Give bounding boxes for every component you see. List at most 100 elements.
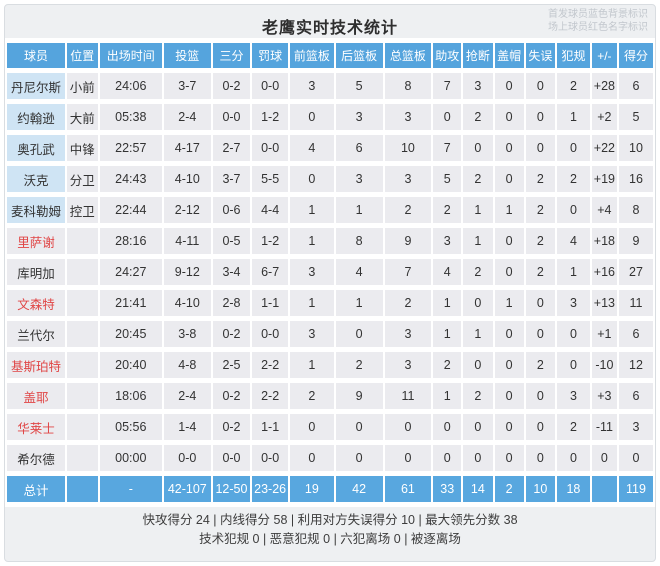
- stat-cell: 22:44: [99, 197, 162, 223]
- stat-cell: 9: [384, 228, 432, 254]
- stat-cell: 10: [525, 476, 556, 502]
- stat-cell: [66, 414, 98, 440]
- player-row: 沃克 分卫 24:43 4-10 3-7 5-5 0 3 3 5 2 0 2 2 +19 16: [7, 166, 653, 192]
- stat-cell: 2: [384, 290, 432, 316]
- stat-cell: 0: [384, 445, 432, 471]
- player-row: 文森特 21:41 4-10 2-8 1-1 1 1 2 1 0 1 0 3 +13 11: [7, 290, 653, 316]
- stat-cell: 12-50: [212, 476, 251, 502]
- player-name-cell: 里萨谢: [7, 228, 65, 254]
- player-name-cell: 基斯珀特: [7, 352, 65, 378]
- stat-cell: 2-2: [252, 352, 288, 378]
- stat-cell: 8: [619, 197, 653, 223]
- stat-cell: [66, 383, 98, 409]
- stat-cell: 0: [557, 352, 590, 378]
- stat-cell: -10: [591, 352, 618, 378]
- stat-cell: 0: [289, 166, 334, 192]
- stat-cell: 8: [335, 228, 383, 254]
- col-ft: 罚球: [252, 43, 288, 68]
- stat-cell: 20:45: [99, 321, 162, 347]
- stat-cell: 2-5: [212, 352, 251, 378]
- col-stl: 抢断: [463, 43, 493, 68]
- stat-cell: 4: [335, 259, 383, 285]
- stat-cell: 7: [384, 259, 432, 285]
- stats-table: 球员 位置 出场时间 投篮 三分 罚球 前篮板 后篮板 总篮板 助攻 抢断 盖帽…: [5, 38, 655, 507]
- stat-cell: 6: [335, 135, 383, 161]
- stat-cell: 22:57: [99, 135, 162, 161]
- stat-cell: 0-2: [212, 414, 251, 440]
- col-blk: 盖帽: [494, 43, 524, 68]
- stat-cell: 2: [433, 352, 462, 378]
- stat-cell: 3: [384, 166, 432, 192]
- player-row: 基斯珀特 20:40 4-8 2-5 2-2 1 2 3 2 0 0 2 0 -10 12: [7, 352, 653, 378]
- player-name-cell: 奥孔武: [7, 135, 65, 161]
- stat-cell: 20:40: [99, 352, 162, 378]
- stat-cell: 33: [433, 476, 462, 502]
- stat-cell: 3-7: [212, 166, 251, 192]
- stat-cell: 0-0: [212, 445, 251, 471]
- stat-cell: 2: [557, 166, 590, 192]
- stat-cell: 6-7: [252, 259, 288, 285]
- stat-cell: 1: [335, 290, 383, 316]
- stat-cell: 0: [619, 445, 653, 471]
- total-label-cell: 总计: [7, 476, 65, 502]
- player-row: 兰代尔 20:45 3-8 0-2 0-0 3 0 3 1 1 0 0 0 +1 6: [7, 321, 653, 347]
- footer-scoring-stats: 快攻得分 24 | 内线得分 58 | 利用对方失误得分 10 | 最大领先分数…: [142, 513, 518, 527]
- stat-cell: 3: [619, 414, 653, 440]
- stat-cell: 10: [619, 135, 653, 161]
- stat-cell: 控卫: [66, 197, 98, 223]
- stat-cell: 2: [525, 197, 556, 223]
- stat-cell: 2: [463, 259, 493, 285]
- player-name-cell: 盖耶: [7, 383, 65, 409]
- player-name-cell: 希尔德: [7, 445, 65, 471]
- stat-cell: 05:56: [99, 414, 162, 440]
- stat-cell: 2: [463, 166, 493, 192]
- header-row: 球员 位置 出场时间 投篮 三分 罚球 前篮板 后篮板 总篮板 助攻 抢断 盖帽…: [7, 43, 653, 68]
- col-dreb: 后篮板: [335, 43, 383, 68]
- stat-cell: 18: [557, 476, 590, 502]
- stat-cell: 0: [433, 104, 462, 130]
- player-name-cell: 文森特: [7, 290, 65, 316]
- stat-cell: 1: [289, 290, 334, 316]
- stat-cell: 1: [433, 290, 462, 316]
- stat-cell: 24:27: [99, 259, 162, 285]
- stat-cell: 6: [619, 321, 653, 347]
- stat-cell: 7: [433, 73, 462, 99]
- stat-cell: 0: [494, 321, 524, 347]
- stat-cell: 0: [525, 135, 556, 161]
- stat-cell: 1: [463, 321, 493, 347]
- stat-cell: 0: [289, 104, 334, 130]
- stat-cell: [66, 476, 98, 502]
- stat-cell: 21:41: [99, 290, 162, 316]
- stat-cell: 3: [557, 290, 590, 316]
- stat-cell: 05:38: [99, 104, 162, 130]
- stats-panel: 老鹰实时技术统计 首发球员蓝色背景标识 场上球员红色名字标识 球员 位置 出场时…: [4, 4, 656, 562]
- player-row: 奥孔武 中锋 22:57 4-17 2-7 0-0 4 6 10 7 0 0 0 0 +22 10: [7, 135, 653, 161]
- stat-cell: 4: [289, 135, 334, 161]
- stat-cell: [66, 445, 98, 471]
- stat-cell: 3: [289, 321, 334, 347]
- stat-cell: +19: [591, 166, 618, 192]
- player-name-cell: 华莱士: [7, 414, 65, 440]
- player-row: 丹尼尔斯 小前 24:06 3-7 0-2 0-0 3 5 8 7 3 0 0 2 +28 6: [7, 73, 653, 99]
- stat-cell: 0: [463, 290, 493, 316]
- stat-cell: -11: [591, 414, 618, 440]
- stat-cell: 0-0: [252, 73, 288, 99]
- stat-cell: 3: [384, 104, 432, 130]
- stat-cell: 0: [335, 321, 383, 347]
- stat-cell: 0: [525, 445, 556, 471]
- stat-cell: 1: [463, 228, 493, 254]
- stat-cell: 2: [384, 197, 432, 223]
- player-row: 盖耶 18:06 2-4 0-2 2-2 2 9 11 1 2 0 0 3 +3 6: [7, 383, 653, 409]
- stat-cell: 8: [384, 73, 432, 99]
- stat-cell: 1: [494, 290, 524, 316]
- stat-cell: 7: [433, 135, 462, 161]
- stat-cell: 2: [289, 383, 334, 409]
- stat-cell: 3-4: [212, 259, 251, 285]
- stat-cell: 0: [335, 414, 383, 440]
- stat-cell: 3: [384, 321, 432, 347]
- player-row: 约翰逊 大前 05:38 2-4 0-0 1-2 0 3 3 0 2 0 0 1 +2 5: [7, 104, 653, 130]
- stat-cell: 0: [525, 73, 556, 99]
- stat-cell: 2: [525, 166, 556, 192]
- stat-cell: 0: [494, 414, 524, 440]
- footer-foul-stats: 技术犯规 0 | 恶意犯规 0 | 六犯离场 0 | 被逐离场: [199, 532, 461, 546]
